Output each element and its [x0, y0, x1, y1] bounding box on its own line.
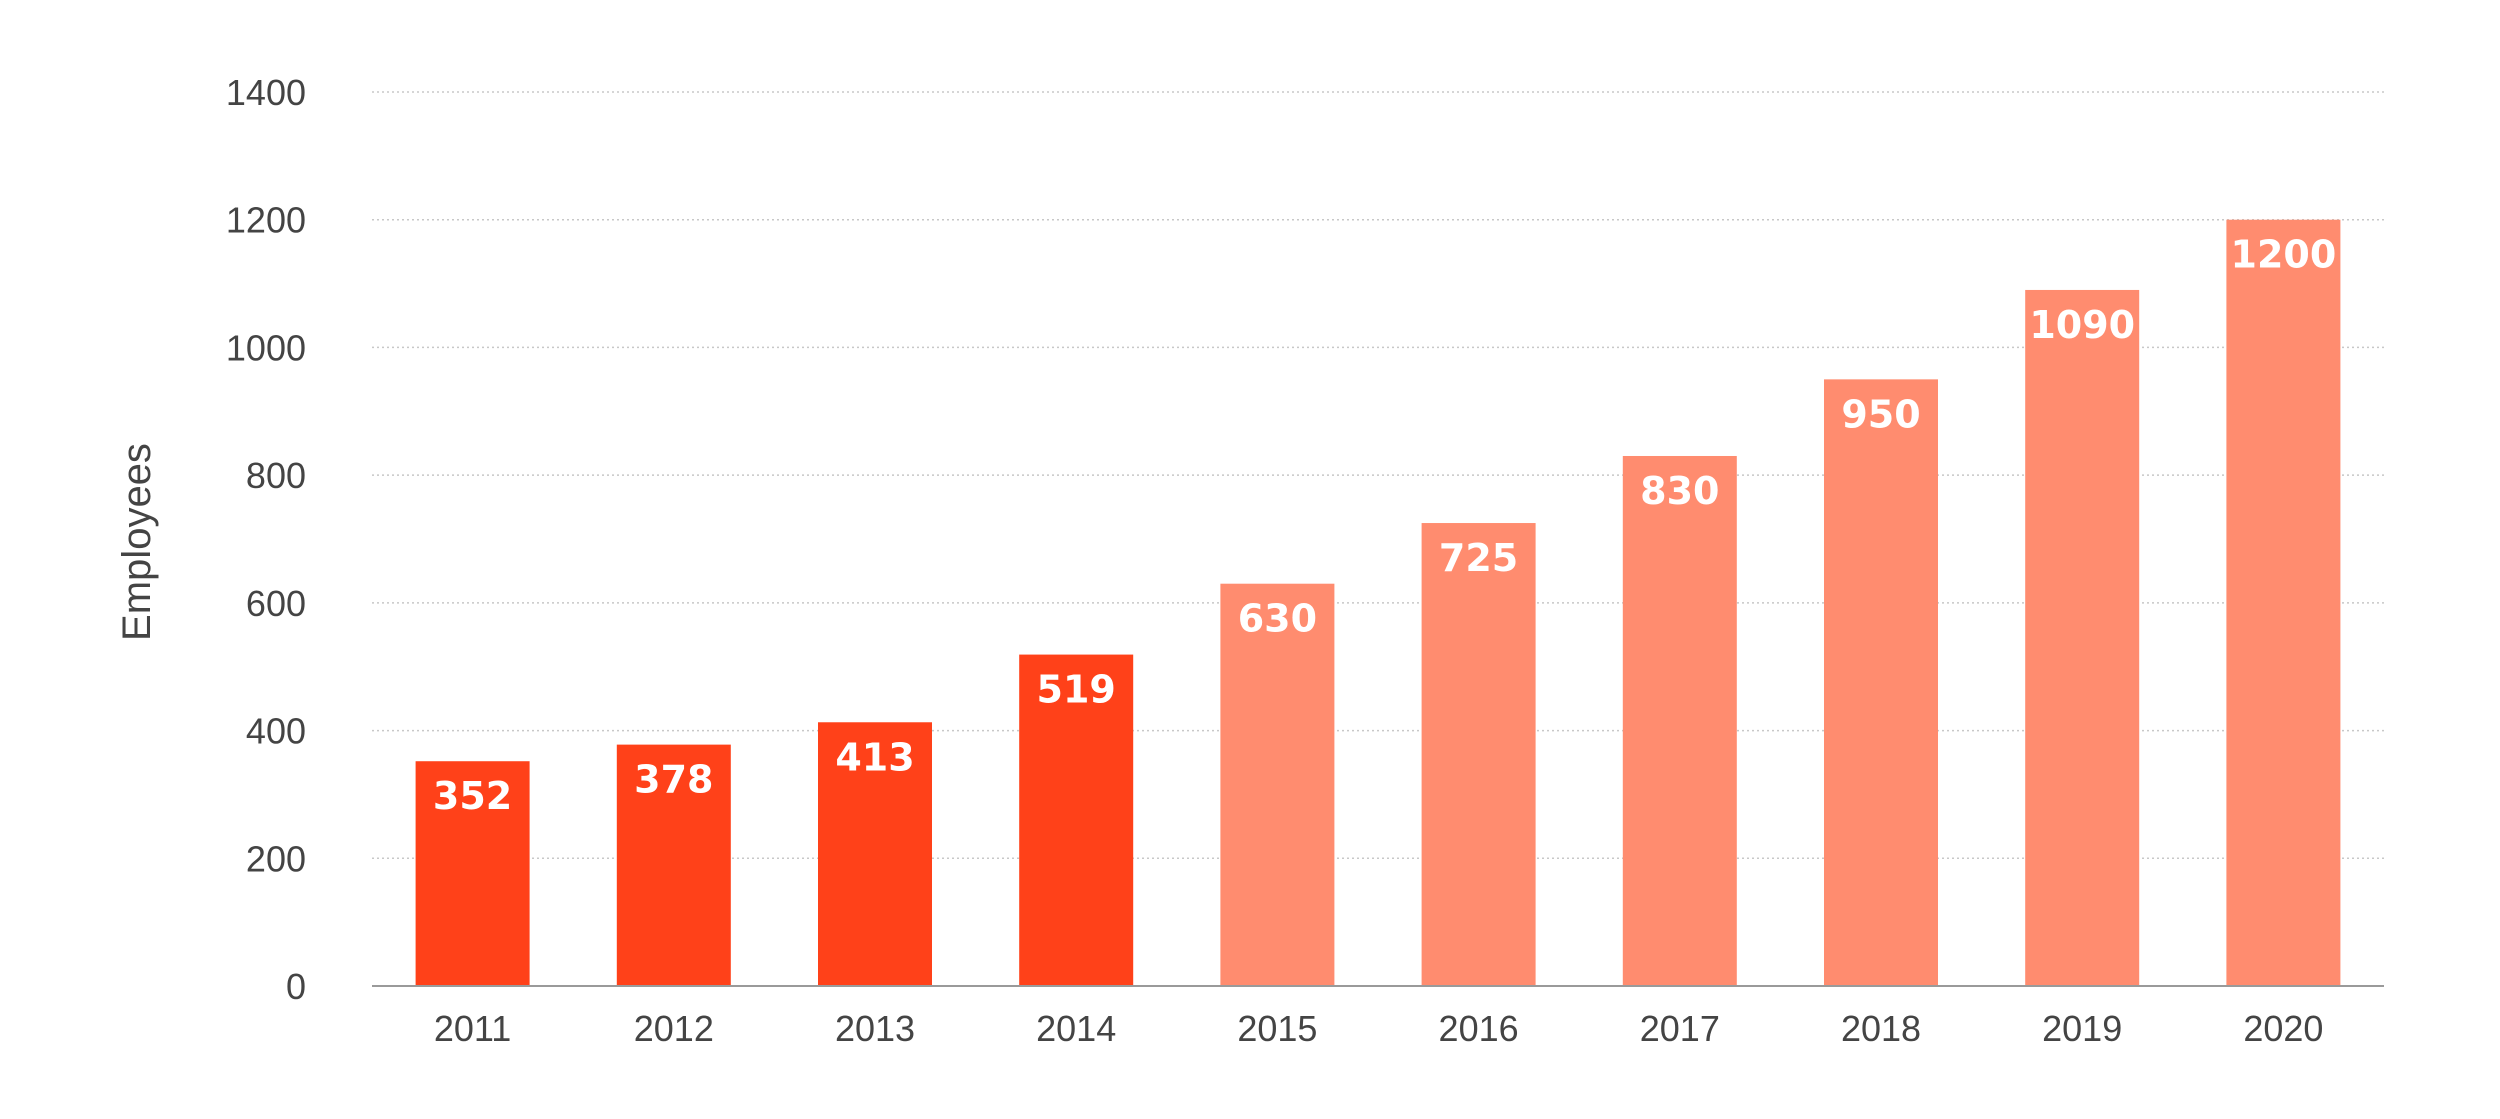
data-label: 1200	[2231, 233, 2337, 277]
y-axis-ticks: 0 200 400 600 800 1000 1200 1400	[226, 72, 306, 1007]
data-label: 1090	[2029, 303, 2135, 347]
data-label: 830	[1640, 469, 1719, 513]
x-tick-label: 2020	[2243, 1008, 2323, 1049]
data-labels: 352 378 413 519 630 725 830 950 1090 1200	[433, 233, 2336, 819]
y-axis-title: Employees	[115, 443, 159, 641]
y-tick-label: 1400	[226, 72, 306, 113]
x-tick-label: 2014	[1036, 1008, 1116, 1049]
bar	[2025, 289, 2140, 986]
y-tick-label: 1200	[226, 200, 306, 241]
data-label: 378	[634, 758, 713, 802]
y-tick-label: 400	[246, 711, 306, 752]
y-tick-label: 600	[246, 583, 306, 624]
y-tick-label: 800	[246, 455, 306, 496]
y-tick-label: 0	[286, 966, 306, 1007]
data-label: 950	[1841, 392, 1920, 436]
y-tick-label: 200	[246, 838, 306, 879]
x-tick-label: 2012	[634, 1008, 714, 1049]
bar	[2226, 219, 2341, 986]
gridlines	[372, 91, 2384, 860]
bar	[1824, 379, 1938, 986]
bar	[1421, 523, 1536, 986]
x-tick-label: 2018	[1841, 1008, 1921, 1049]
y-tick-label: 1000	[226, 327, 306, 368]
data-label: 630	[1238, 597, 1317, 641]
x-tick-label: 2013	[835, 1008, 915, 1049]
data-label: 519	[1037, 668, 1116, 712]
data-label: 413	[835, 735, 914, 779]
data-label: 725	[1439, 536, 1518, 580]
x-tick-label: 2015	[1237, 1008, 1317, 1049]
x-tick-label: 2011	[434, 1008, 511, 1049]
data-label: 352	[433, 774, 512, 818]
x-axis-ticks: 2011 2012 2013 2014 2015 2016 2017 2018 2019 2020	[434, 1008, 2324, 1049]
bar	[1220, 583, 1335, 986]
x-tick-label: 2016	[1439, 1008, 1519, 1049]
bar	[616, 744, 731, 986]
bar	[1622, 455, 1737, 986]
x-tick-label: 2019	[2042, 1008, 2122, 1049]
bars	[415, 219, 2341, 986]
bar	[818, 722, 932, 986]
bar	[1019, 654, 1134, 986]
x-tick-label: 2017	[1640, 1008, 1720, 1049]
bar	[415, 761, 530, 986]
